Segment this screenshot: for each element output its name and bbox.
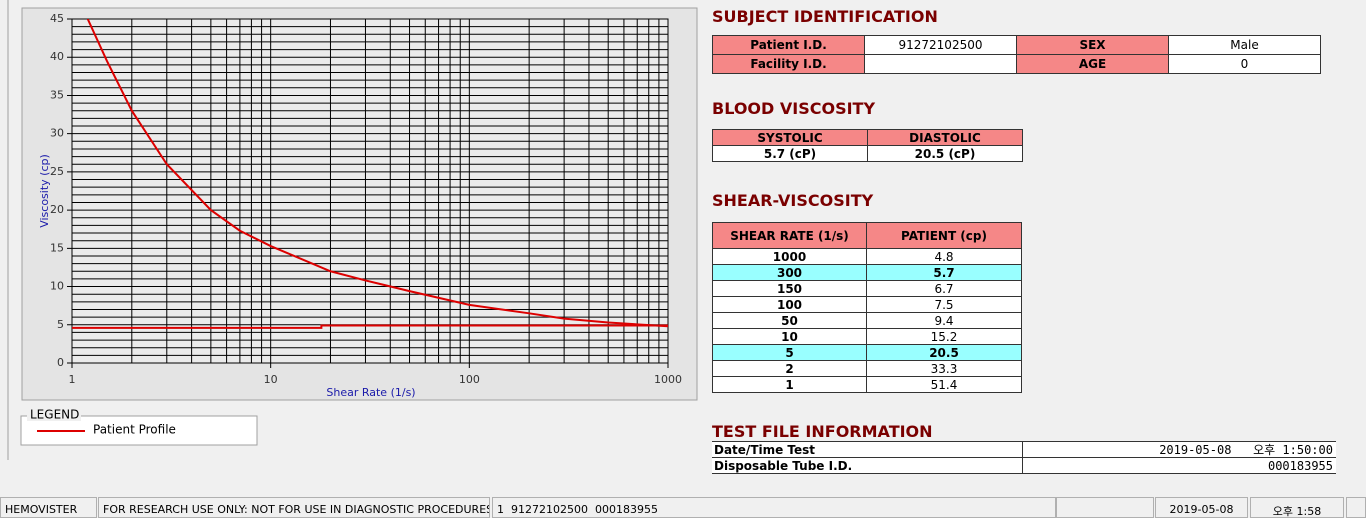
- column-header: DIASTOLIC: [867, 129, 1023, 146]
- x-tick-label: 100: [459, 373, 480, 386]
- value-cell: 5.7 (cP): [712, 145, 868, 162]
- y-axis-label: Viscosity (cp): [38, 154, 51, 228]
- field-value: 2019-05-08 오후 1:50:00: [1022, 441, 1336, 458]
- column-header: SHEAR RATE (1/s): [712, 222, 867, 249]
- patient-cell: 6.7: [866, 280, 1022, 297]
- series-line: [72, 324, 668, 329]
- legend-title: LEGEND: [30, 408, 79, 422]
- section-title: BLOOD VISCOSITY: [712, 99, 876, 118]
- status-cell: 1 91272102500 000183955: [492, 497, 1056, 518]
- patient-cell: 20.5: [866, 344, 1022, 361]
- field-value: 0: [1168, 54, 1321, 74]
- y-tick-label: 30: [50, 127, 64, 140]
- y-tick-label: 20: [50, 203, 64, 216]
- field-label: Disposable Tube I.D.: [712, 457, 1023, 474]
- field-label: Patient I.D.: [712, 35, 865, 55]
- legend-label: Patient Profile: [93, 423, 176, 437]
- field-value: 91272102500: [864, 35, 1017, 55]
- status-cell: 2019-05-08: [1155, 497, 1248, 518]
- patient-cell: 5.7: [866, 264, 1022, 281]
- shear-rate-cell: 10: [712, 328, 867, 345]
- section-title: SHEAR-VISCOSITY: [712, 191, 874, 210]
- field-label: Facility I.D.: [712, 54, 865, 74]
- x-tick-label: 1000: [654, 373, 682, 386]
- shear-rate-cell: 2: [712, 360, 867, 377]
- shear-rate-cell: 50: [712, 312, 867, 329]
- patient-cell: 33.3: [866, 360, 1022, 377]
- status-cell-empty: [1056, 497, 1154, 518]
- series-line: [86, 19, 668, 328]
- legend-title-bg: [27, 409, 81, 421]
- plot-area: [72, 19, 668, 363]
- field-value: 000183955: [1022, 457, 1336, 474]
- x-tick-label: 10: [264, 373, 278, 386]
- legend-box: [20, 415, 258, 446]
- value-cell: 20.5 (cP): [867, 145, 1023, 162]
- section-title: TEST FILE INFORMATION: [712, 422, 933, 441]
- field-value: Male: [1168, 35, 1321, 55]
- y-tick-label: 35: [50, 88, 64, 101]
- patient-cell: 9.4: [866, 312, 1022, 329]
- patient-cell: 51.4: [866, 376, 1022, 393]
- status-cell: 오후 1:58: [1250, 497, 1344, 518]
- shear-rate-cell: 150: [712, 280, 867, 297]
- shear-rate-cell: 1: [712, 376, 867, 393]
- status-cell-grip: [1346, 497, 1366, 518]
- patient-cell: 7.5: [866, 296, 1022, 313]
- shear-rate-cell: 5: [712, 344, 867, 361]
- status-cell: FOR RESEARCH USE ONLY: NOT FOR USE IN DI…: [98, 497, 490, 518]
- field-label: Date/Time Test: [712, 441, 1023, 458]
- shear-rate-cell: 1000: [712, 248, 867, 265]
- patient-cell: 15.2: [866, 328, 1022, 345]
- column-header: PATIENT (cp): [866, 222, 1022, 249]
- y-tick-label: 15: [50, 241, 64, 254]
- y-tick-label: 40: [50, 50, 64, 63]
- patient-cell: 4.8: [866, 248, 1022, 265]
- y-tick-label: 45: [50, 12, 64, 25]
- y-tick-label: 5: [57, 318, 64, 331]
- section-title: SUBJECT IDENTIFICATION: [712, 7, 938, 26]
- column-header: SYSTOLIC: [712, 129, 868, 146]
- plot-border: [71, 18, 669, 364]
- y-tick-label: 0: [57, 356, 64, 369]
- chart: Shear Rate (1/s) Viscosity (cp) LEGEND P…: [7, 0, 698, 460]
- field-value: [864, 54, 1017, 74]
- field-label: AGE: [1016, 54, 1169, 74]
- x-tick-label: 1: [69, 373, 76, 386]
- y-tick-label: 10: [50, 280, 64, 293]
- y-tick-label: 25: [50, 165, 64, 178]
- shear-rate-cell: 100: [712, 296, 867, 313]
- field-label: SEX: [1016, 35, 1169, 55]
- shear-rate-cell: 300: [712, 264, 867, 281]
- status-cell: HEMOVISTER: [0, 497, 97, 518]
- x-axis-label: Shear Rate (1/s): [326, 386, 415, 399]
